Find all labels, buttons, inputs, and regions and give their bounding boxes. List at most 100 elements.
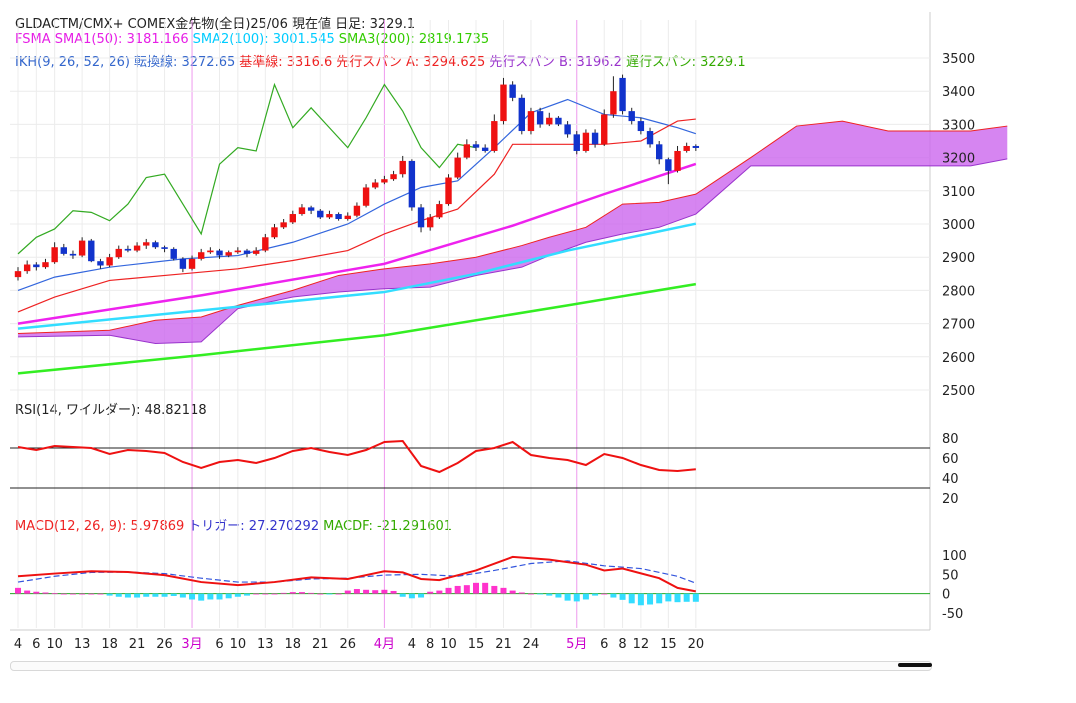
macd-histogram-bar [518,592,525,594]
macd-histogram-bar [454,585,461,594]
macd-histogram-bar [207,593,214,600]
kijun-line [17,118,696,313]
x-tick-label: 10 [440,637,457,652]
y-tick-label: 3400 [942,85,975,100]
macd-histogram-bar [509,590,516,594]
macd-histogram-bar [262,593,269,595]
macd-histogram-bar [491,585,498,594]
y-tick-label: 3100 [942,185,975,200]
sma2-legend: SMA2(100): 3001.545 [192,32,335,47]
macd-histogram-bar [51,593,58,595]
bear-candle [518,97,525,132]
bear-candle [33,264,40,268]
sub-indicators [10,439,930,606]
bear-candle [481,147,489,151]
x-tick-label: 21 [129,637,146,652]
macd-histogram-bar [244,593,250,596]
macd-histogram-bar [390,590,397,594]
y-tick-label: 2600 [942,351,975,366]
bull-candle [344,215,351,220]
macd-histogram-bar [408,593,415,599]
ichimoku-cloud [17,120,1008,345]
chart-title: GLDACTM/CMX+ COMEX金先物(全日)25/06 現在値 日足: 3… [15,17,416,32]
bull-candle [14,271,22,278]
rsi-title: RSI(14, ワイルダー): 48.82118 [15,403,207,418]
x-tick-label: 8 [618,637,626,652]
macd-histogram-bar [647,593,654,605]
macd-histogram-bar [683,593,690,602]
x-tick-label: 18 [285,637,302,652]
macd-histogram-bar [592,593,599,596]
bear-candle [243,250,251,254]
bull-candle [198,252,205,259]
macdf-legend: MACDF: -21.291601 [323,519,453,534]
macd-histogram-bar [674,593,681,603]
bull-candle [271,227,278,238]
bear-candle [417,207,425,228]
x-tick-label: 13 [74,637,91,652]
bear-candle [307,207,315,211]
macd-histogram-bar [189,593,196,600]
sma3-legend: SMA3(200): 2819.1735 [338,32,490,47]
scrollbar-thumb[interactable] [898,663,932,667]
horizontal-scrollbar[interactable] [10,661,932,671]
bull-candle [610,91,617,115]
macd-histogram-bar [170,593,177,596]
bull-candle [106,257,113,266]
macd-histogram-bar [88,593,95,595]
bear-candle [555,117,562,125]
bear-candle [97,261,104,266]
macd-histogram-bar [124,593,131,598]
macd-histogram-bar [436,590,443,594]
ikh-params-legend: IKH(9, 26, 52, 26) [15,55,130,70]
bear-candle [646,131,654,145]
kijun-legend: 基準線: 3316.6 [239,55,333,70]
bear-candle [656,144,663,160]
sma1-line [17,162,697,325]
bull-candle [399,160,406,175]
bear-candle [408,160,416,208]
bull-candle [42,262,49,268]
x-tick-label: 26 [156,637,173,652]
bull-candle [390,174,397,180]
macd-histogram-bar [33,591,40,594]
macd-histogram-bar [143,593,150,597]
y-tick-label: 3300 [942,118,975,133]
x-tick-label: 3月 [181,637,202,652]
sma3-line [17,282,697,375]
bull-candle [601,114,608,145]
bull-candle [546,117,553,125]
macd-tick-label: -50 [942,607,963,622]
x-tick-label: 4 [408,637,416,652]
bull-candle [143,242,150,246]
span-a-legend: 先行スパン A: 3294.625 [336,55,486,70]
macd-histogram-bar [656,593,663,604]
macd-histogram-bar [628,593,635,604]
y-tick-label: 2500 [942,384,975,399]
x-tick-label: 26 [339,637,356,652]
kumo-cloud [18,121,1008,344]
bear-candle [619,77,626,112]
macd-histogram-bar [198,593,205,601]
macd-histogram-bar [69,593,76,595]
macd-tick-label: 50 [942,568,959,583]
x-tick-label: 6 [32,637,40,652]
axis-layer: 4 6 10 13 18 21 26 3月 6 10 13 18 21 26 4月 4 8 10 15 21 24 5月 6… [14,52,975,652]
macd-histogram-bar [555,593,562,598]
bull-candle [491,121,498,151]
chikou-legend: 遅行スパン: 3229.1 [625,55,746,70]
bear-candle [591,132,599,145]
bear-candle [69,253,77,256]
macd-histogram-bar [326,593,333,595]
bull-candle [362,187,370,206]
y-tick-label: 3500 [942,52,975,67]
x-tick-label: 6 [600,637,608,652]
macd-histogram-bar [271,593,278,595]
senkou-span-b [17,158,1008,345]
bull-candle [234,250,242,253]
macd-histogram-bar [161,593,168,597]
bull-candle [454,157,461,178]
bear-candle [161,247,168,249]
y-tick-label: 2700 [942,318,975,333]
